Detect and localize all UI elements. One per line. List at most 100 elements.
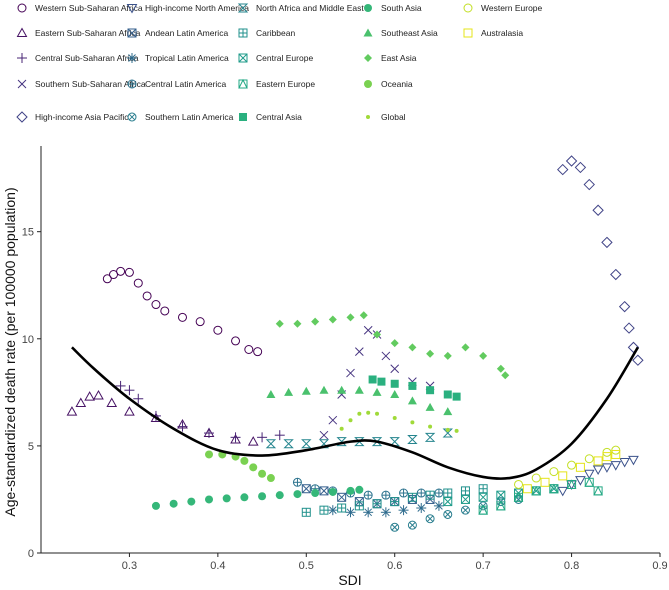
data-point: [116, 266, 126, 276]
data-point: [623, 322, 635, 334]
data-point: [124, 406, 135, 416]
legend-label: Western Sub-Saharan Africa: [35, 3, 143, 13]
data-point: [601, 463, 613, 473]
legend-label: High-income Asia Pacific: [35, 112, 129, 122]
x-tick-label: 0.4: [210, 560, 225, 572]
data-point: [339, 426, 344, 431]
data-point: [443, 390, 452, 399]
legend-item-western-europe: Western Europe: [463, 3, 543, 13]
data-point: [478, 484, 488, 494]
data-point: [311, 489, 320, 498]
data-point: [618, 300, 631, 313]
data-point: [392, 416, 397, 421]
data-point: [169, 499, 178, 508]
x-tick-label: 0.6: [387, 560, 402, 572]
data-point: [84, 391, 95, 401]
data-point: [359, 311, 368, 320]
data-point: [479, 351, 488, 360]
series-western-sub-saharan-africa: [102, 266, 263, 357]
data-point: [328, 415, 338, 425]
data-point: [390, 497, 400, 507]
series-south-asia: [151, 485, 364, 510]
legend-item-oceania: Oceania: [364, 79, 413, 89]
data-point: [522, 484, 532, 494]
legend-item-central-sub-saharan-africa: Central Sub-Saharan Africa: [17, 53, 139, 63]
data-point: [293, 490, 302, 499]
data-point: [531, 486, 541, 496]
data-point: [354, 385, 364, 394]
legend-label: East Asia: [381, 53, 417, 63]
data-point: [372, 387, 382, 396]
x-axis-title: SDI: [338, 572, 361, 588]
series-eastern-sub-saharan-africa: [66, 390, 259, 446]
legend-key-southern-latin-america: [127, 112, 137, 122]
legend-item-high-income-north-america: High-income North America: [126, 3, 249, 14]
data-point: [266, 474, 275, 483]
data-point: [567, 460, 577, 470]
legend-key-tropical-latin-america: [127, 53, 137, 63]
data-point: [531, 473, 541, 483]
legend-key-eastern-sub-saharan-africa: [16, 27, 28, 37]
data-point: [244, 345, 254, 354]
data-point: [102, 274, 112, 284]
data-point: [540, 477, 550, 487]
data-point: [425, 514, 435, 524]
legend-label: Southern Sub-Saharan Africa: [35, 79, 146, 89]
data-point: [319, 486, 329, 496]
legend-key-western-sub-saharan-africa: [17, 3, 27, 13]
data-point: [142, 291, 152, 301]
data-point: [410, 420, 415, 425]
data-point: [565, 155, 578, 167]
data-point: [363, 507, 374, 518]
data-point: [231, 336, 241, 346]
data-point: [584, 477, 595, 487]
data-point: [354, 347, 364, 356]
legend-label: Australasia: [481, 28, 523, 38]
data-point: [319, 430, 329, 440]
data-point: [602, 452, 612, 462]
data-point: [593, 456, 603, 466]
data-point: [240, 456, 249, 465]
data-point: [390, 364, 400, 374]
data-point: [399, 488, 409, 498]
data-point: [398, 505, 409, 516]
legend-key-central-europe: [238, 53, 248, 63]
data-point: [478, 492, 488, 502]
data-point: [549, 467, 559, 477]
data-point: [337, 503, 347, 513]
legend-label: Eastern Europe: [256, 79, 315, 89]
legend-item-andean-latin-america: Andean Latin America: [127, 28, 228, 38]
data-point: [160, 306, 170, 316]
data-point: [531, 485, 542, 496]
series-caribbean: [301, 484, 488, 517]
data-point: [407, 492, 417, 502]
data-point: [247, 436, 259, 446]
data-point: [549, 484, 559, 494]
data-point: [346, 368, 355, 378]
data-point: [632, 354, 644, 366]
legend-label: Oceania: [381, 79, 413, 89]
legend-label: Southern Latin America: [145, 112, 234, 122]
data-point: [460, 486, 470, 496]
data-point: [115, 380, 126, 391]
data-point: [301, 507, 311, 517]
data-point: [266, 389, 276, 398]
data-point: [390, 389, 400, 398]
legend-item-high-income-asia-pacific: High-income Asia Pacific: [16, 111, 129, 123]
data-point: [628, 455, 639, 466]
series-tropical-latin-america: [327, 500, 444, 518]
data-point: [337, 492, 347, 502]
data-point: [124, 267, 134, 277]
data-point: [283, 439, 294, 449]
series-eastern-europe: [478, 477, 603, 515]
legend-label: North Africa and Middle East: [256, 3, 364, 13]
data-point: [434, 488, 444, 498]
data-point: [583, 178, 595, 191]
legend-label: South Asia: [381, 3, 422, 13]
data-point: [584, 454, 594, 464]
data-point: [265, 439, 277, 449]
data-point: [611, 449, 621, 459]
legend-key-andean-latin-america: [127, 28, 137, 38]
data-point: [390, 522, 400, 532]
data-point: [380, 507, 391, 518]
